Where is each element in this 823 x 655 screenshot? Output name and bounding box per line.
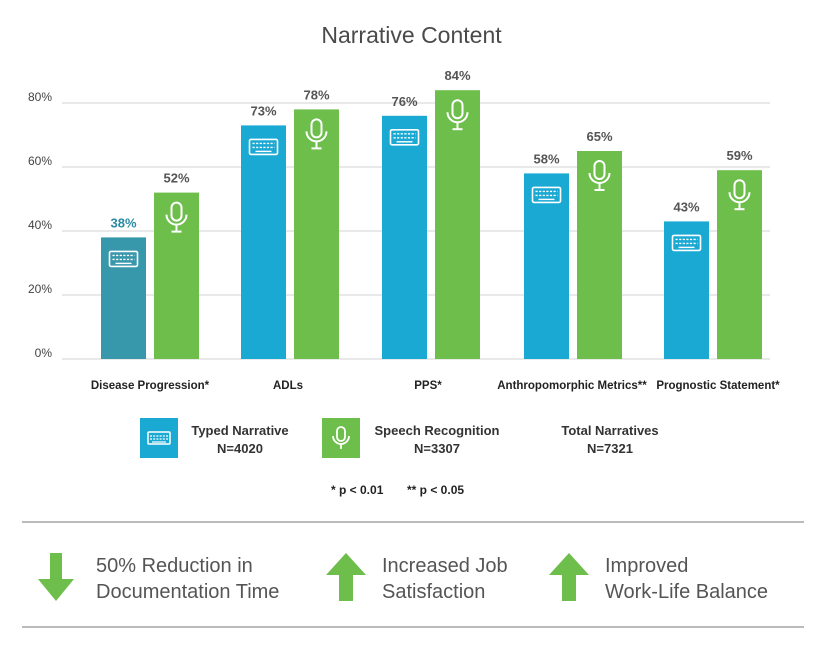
microphone-icon [305,118,328,150]
data-label: 65% [586,129,612,144]
y-tick-label: 40% [28,218,52,232]
legend-speech-swatch [322,418,360,458]
legend-speech-label: Speech Recognition [374,423,500,438]
data-label: 76% [391,94,417,109]
bar-speech [154,192,199,359]
divider-top [22,521,804,523]
outcome-reduction: 50% Reduction in Documentation Time [34,549,304,609]
chart-title: Narrative Content [321,22,502,48]
bar-speech [294,109,339,360]
outcome-reduction-line2: Documentation Time [96,581,280,603]
microphone-icon [446,99,469,131]
legend: Typed Narrative N=4020 Speech Recognitio… [0,418,823,462]
outcome-job-satisfaction-line1: Increased Job [382,555,508,577]
divider-bottom [22,626,804,628]
legend-speech-n: N=3307 [414,441,460,456]
legend-typed-n: N=4020 [217,441,263,456]
bar-speech [435,90,480,359]
keyboard-icon [389,129,420,146]
y-tick-label: 0% [35,346,53,360]
bar-typed [524,173,569,359]
keyboard-icon [671,234,702,252]
legend-total-n: N=7321 [587,441,633,456]
arrow-down-icon [38,553,74,601]
data-label: 58% [533,151,559,166]
legend-typed-label: Typed Narrative [191,423,289,438]
category-label: PPS* [414,380,442,392]
microphone-icon [588,160,611,191]
legend-total-label: Total Narratives [561,423,659,438]
microphone-icon [332,426,350,449]
data-label: 38% [110,215,136,230]
arrow-up-icon [326,553,366,601]
data-label: 59% [726,148,752,163]
bar-chart: 0% 20% 40% 60% 80% 38% 52% Disease Progression*… [28,68,780,392]
outcome-work-life-line1: Improved [605,555,689,577]
category-label: Prognostic Statement* [656,380,780,392]
outcome-work-life-line2: Work-Life Balance [605,581,769,603]
y-tick-label: 20% [28,282,52,296]
data-label: 52% [163,171,189,186]
keyboard-icon [147,431,171,445]
category-label: ADLs [273,380,303,392]
footnote-p2: ** p < 0.05 [407,483,465,497]
category-label: Disease Progression* [91,380,210,392]
outcome-job-satisfaction: Increased Job Satisfaction [322,549,542,609]
outcome-job-satisfaction-line2: Satisfaction [382,581,486,603]
y-tick-label: 60% [28,154,52,168]
footnote-p1: * p < 0.01 [331,483,384,497]
bar-typed [664,221,709,359]
keyboard-icon [108,250,139,268]
arrow-up-icon [549,553,589,601]
y-tick-label: 80% [28,90,52,104]
outcome-reduction-line1: 50% Reduction in [96,555,253,577]
data-label: 84% [444,68,470,83]
data-label: 73% [250,103,276,118]
microphone-icon [165,201,188,233]
keyboard-icon [531,186,562,204]
data-label: 43% [673,199,699,214]
bar-typed [241,125,286,360]
microphone-icon [728,179,751,211]
outcome-work-life: Improved Work-Life Balance [545,549,795,609]
bar-typed [382,115,427,359]
category-label: Anthropomorphic Metrics** [497,380,647,392]
keyboard-icon [248,138,279,156]
data-label: 78% [303,87,329,102]
bar-typed [101,237,146,359]
legend-typed-swatch [140,418,178,458]
